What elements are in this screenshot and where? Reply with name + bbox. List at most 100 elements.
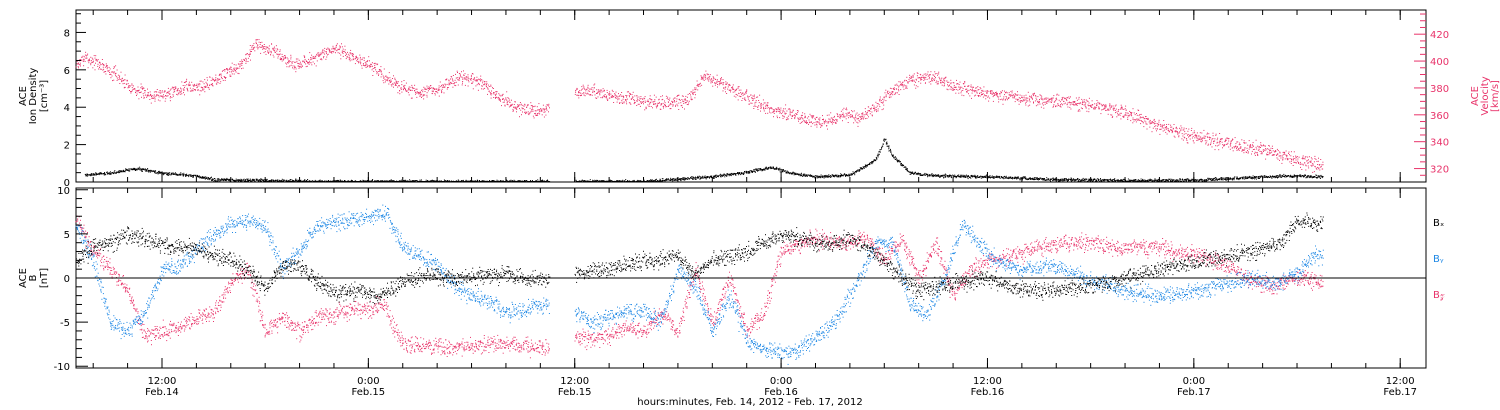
data-point <box>227 71 228 73</box>
data-point <box>423 98 425 100</box>
data-point <box>1103 104 1105 106</box>
data-point <box>172 172 174 174</box>
data-point <box>863 116 865 118</box>
data-point <box>1201 132 1203 134</box>
data-point <box>1257 149 1259 151</box>
data-point <box>1236 149 1238 151</box>
data-point <box>765 112 767 114</box>
data-point <box>356 57 358 59</box>
data-point <box>300 63 302 65</box>
data-point <box>119 171 121 172</box>
data-point <box>82 55 84 57</box>
data-point <box>1130 120 1132 122</box>
data-point <box>975 90 977 91</box>
data-point <box>842 115 844 117</box>
data-point <box>184 87 185 89</box>
data-point <box>1042 98 1044 100</box>
data-point <box>1219 133 1221 134</box>
data-point <box>519 116 520 118</box>
data-point <box>335 45 337 47</box>
data-point <box>1149 120 1151 122</box>
data-point <box>1156 128 1158 130</box>
data-point <box>845 112 847 114</box>
data-point <box>668 101 669 103</box>
data-point <box>177 174 179 176</box>
data-point <box>439 81 441 83</box>
data-point <box>629 92 631 94</box>
data-point <box>203 176 205 178</box>
data-point <box>762 104 764 106</box>
data-point <box>531 107 533 109</box>
data-point <box>478 83 480 85</box>
data-point <box>489 92 491 93</box>
data-point <box>725 83 727 85</box>
data-point <box>151 95 153 97</box>
data-point <box>369 66 371 68</box>
data-point <box>183 89 185 91</box>
data-point <box>356 181 358 182</box>
data-point <box>86 57 88 59</box>
data-point <box>116 171 118 173</box>
data-point <box>1318 164 1320 166</box>
data-point <box>415 180 417 181</box>
data-point <box>444 180 446 182</box>
data-point <box>1314 158 1316 160</box>
data-point <box>630 103 632 105</box>
data-point <box>159 92 161 94</box>
data-point <box>455 77 457 79</box>
data-point <box>209 178 211 180</box>
data-point <box>628 91 629 93</box>
data-point <box>697 89 699 91</box>
data-point <box>434 180 435 182</box>
data-point <box>200 86 202 88</box>
data-point <box>138 90 139 91</box>
data-point <box>116 172 117 174</box>
data-point <box>599 93 601 95</box>
data-point <box>1062 96 1064 98</box>
data-point <box>669 108 671 110</box>
data-point <box>106 65 108 67</box>
data-point <box>982 91 984 92</box>
data-point <box>513 104 515 105</box>
data-point <box>197 86 198 88</box>
data-point <box>245 54 247 56</box>
data-point <box>830 117 832 119</box>
data-point <box>499 98 500 100</box>
data-point <box>753 95 755 97</box>
data-point <box>681 95 683 97</box>
data-point <box>926 78 928 80</box>
data-point <box>656 107 658 109</box>
data-point <box>927 71 929 73</box>
data-point <box>1029 101 1031 103</box>
density-velocity-data <box>75 39 1324 182</box>
data-point <box>707 73 709 75</box>
data-point <box>400 180 402 182</box>
data-point <box>325 51 327 53</box>
data-point <box>251 179 253 181</box>
data-point <box>221 78 223 80</box>
data-point <box>785 112 787 114</box>
data-point <box>98 68 100 70</box>
data-point <box>290 54 292 56</box>
data-point <box>351 59 353 61</box>
data-point <box>1231 139 1233 141</box>
data-point <box>982 93 984 95</box>
data-point <box>390 80 392 82</box>
data-point <box>92 61 94 63</box>
data-point <box>452 181 454 182</box>
data-point <box>482 82 484 84</box>
data-point <box>158 171 160 173</box>
data-point <box>461 76 463 78</box>
data-point <box>676 100 678 102</box>
data-point <box>1083 104 1085 106</box>
data-point <box>315 180 317 182</box>
data-point <box>700 78 702 80</box>
data-point <box>405 82 407 84</box>
data-point <box>304 58 306 60</box>
data-point <box>1117 110 1119 112</box>
data-point <box>243 180 245 182</box>
data-point <box>140 83 142 85</box>
data-point <box>597 96 599 98</box>
data-point <box>437 90 439 91</box>
data-point <box>367 60 369 62</box>
